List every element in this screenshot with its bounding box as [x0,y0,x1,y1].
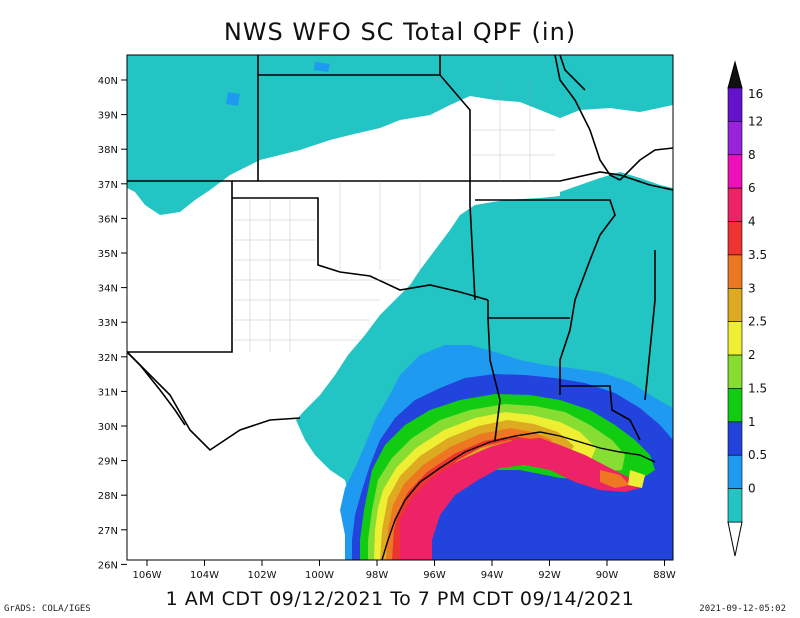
colorbar-label: 1 [748,415,756,429]
lat-tick-label: 36N [98,214,118,225]
longitude-axis: 106W 104W 102W 100W 98W 96W 94W 92W 90W 88W [133,560,676,581]
lat-tick-label: 28N [98,491,118,502]
colorbar: 16 12 8 6 4 3.5 3 2.5 2 1.5 1 0.5 0 [727,60,767,557]
precip-zone-1-north [226,92,240,106]
lon-tick-label: 92W [538,570,561,581]
colorbar-label: 2 [748,348,756,362]
lat-tick-label: 34N [98,284,118,295]
precip-zone-1-north2 [314,62,330,72]
lon-tick-label: 102W [248,570,277,581]
valid-period: 1 AM CDT 09/12/2021 To 7 PM CDT 09/14/20… [165,588,635,610]
colorbar-bottom-arrow [727,521,743,557]
lon-tick-label: 104W [190,570,219,581]
colorbar-label: 4 [748,215,756,229]
lon-tick-label: 96W [423,570,446,581]
colorbar-label: 0 [748,482,756,496]
lat-tick-label: 27N [98,526,118,537]
colorbar-segment [727,421,743,456]
lat-tick-label: 40N [98,76,118,87]
colorbar-segment [727,121,743,156]
map-frame [126,54,674,561]
map-body [127,55,673,560]
colorbar-label: 12 [748,114,763,128]
colorbar-segment [727,187,743,222]
county-lines [232,80,555,352]
lat-tick-label: 37N [98,180,118,191]
lat-tick-label: 31N [98,387,118,398]
colorbar-label: 2.5 [748,315,767,329]
lat-tick-label: 32N [98,353,118,364]
lat-tick-label: 39N [98,111,118,122]
lon-tick-label: 98W [366,570,389,581]
precip-zone-8 [400,438,640,560]
generation-timestamp: 2021-09-12-05:02 [699,604,786,614]
lat-tick-label: 26N [98,560,118,571]
colorbar-segment [727,454,743,489]
colorbar-label: 3 [748,281,756,295]
colorbar-segment [727,354,743,389]
lon-tick-label: 106W [133,570,162,581]
colorbar-segment [727,87,743,122]
colorbar-label: 8 [748,148,756,162]
colorbar-label: 3.5 [748,248,767,262]
state-boundaries [127,55,673,452]
gulf-coastline [381,431,656,560]
lat-tick-label: 38N [98,145,118,156]
precip-zone-3-east [628,470,645,488]
colorbar-segment [727,254,743,289]
lon-tick-label: 88W [653,570,676,581]
lat-tick-label: 30N [98,422,118,433]
grads-credit: GrADS: COLA/IGES [4,604,91,614]
lon-tick-label: 94W [481,570,504,581]
lon-tick-label: 100W [305,570,334,581]
colorbar-segment [727,321,743,356]
colorbar-label: 1.5 [748,381,767,395]
colorbar-segment [727,388,743,423]
colorbar-segment [727,154,743,189]
lat-tick-label: 33N [98,318,118,329]
precip-zone-4-east [600,470,630,488]
lat-tick-label: 29N [98,457,118,468]
colorbar-top-arrow [727,60,743,89]
precip-zone-0.5-ar [560,172,673,200]
precip-zone-0.5-north [127,55,673,215]
colorbar-label: 0.5 [748,448,767,462]
precip-zone-3.5 [380,420,574,560]
colorbar-label: 6 [748,181,756,195]
lon-tick-label: 90W [596,570,619,581]
colorbar-segment [727,288,743,322]
colorbar-segment [727,221,743,256]
map-title: NWS WFO SC Total QPF (in) [223,18,577,46]
latitude-axis: 40N 39N 38N 37N 36N 35N 34N 33N 32N 31N 30N 29N 28N 2… [98,76,127,571]
colorbar-segment [727,488,743,523]
lat-tick-label: 35N [98,249,118,260]
colorbar-label: 16 [748,87,763,101]
